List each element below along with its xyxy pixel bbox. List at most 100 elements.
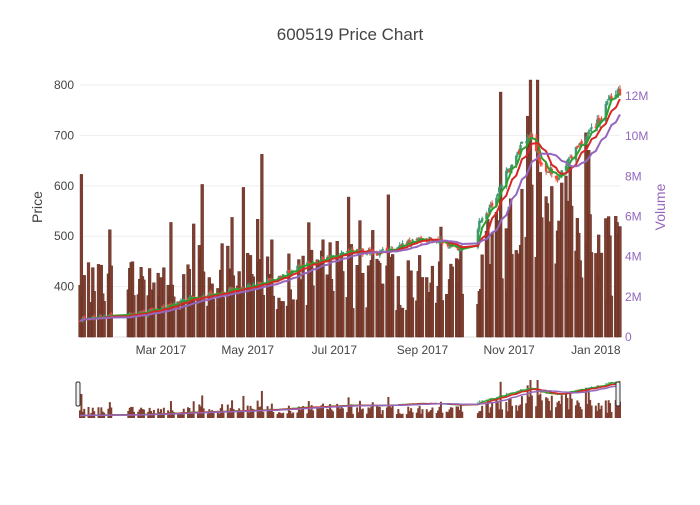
slider-volume-bar xyxy=(349,407,351,418)
candlestick xyxy=(489,201,492,209)
candlestick xyxy=(479,220,482,224)
slider-volume-bar xyxy=(191,411,194,418)
slider-volume-bar xyxy=(100,407,103,418)
volume-bars xyxy=(78,79,622,338)
slider-volume-bar xyxy=(420,413,423,418)
volume-bar xyxy=(221,297,226,338)
slider-volume-bar xyxy=(258,407,261,418)
candlestick xyxy=(500,182,504,188)
slider-volume-bar xyxy=(530,395,533,418)
slider-volume-bar xyxy=(606,412,609,418)
x-tick-label: Sep 2017 xyxy=(397,343,449,357)
candlestick xyxy=(520,141,524,145)
slider-volume-bar xyxy=(476,413,479,418)
slider-volume-bar xyxy=(326,408,329,418)
slider-volume-bar xyxy=(437,410,440,418)
slider-volume-bar xyxy=(360,409,363,418)
candlestick xyxy=(618,85,622,96)
range-slider-left-handle[interactable] xyxy=(75,381,81,407)
slider-volume-bar xyxy=(346,412,349,418)
slider-volume-bar xyxy=(461,411,464,418)
slider-volume-bar xyxy=(449,407,452,418)
candlestick xyxy=(540,162,544,167)
slider-volume-bar xyxy=(377,406,380,418)
volume-bar xyxy=(520,188,524,338)
slider-volume-bar xyxy=(457,406,459,418)
slider-volume-bar xyxy=(289,410,292,418)
slider-volume-bar xyxy=(398,413,401,418)
slider-volume-bar xyxy=(410,408,413,418)
volume-bar xyxy=(251,276,255,338)
slider-volume-bar xyxy=(441,412,444,418)
slider-volume-bar xyxy=(128,407,131,418)
slider-volume-bar xyxy=(491,402,494,418)
y2-tick-label: 0 xyxy=(625,330,632,344)
slider-volume-bar xyxy=(131,406,134,418)
slider-volume-bar xyxy=(269,408,272,418)
candlestick xyxy=(299,262,302,267)
slider-volume-bar xyxy=(88,414,91,418)
candlestick xyxy=(554,175,558,182)
range-slider[interactable] xyxy=(75,380,621,418)
slider-volume-bar xyxy=(336,403,339,418)
volume-bar xyxy=(82,275,86,338)
x-tick-label: May 2017 xyxy=(221,343,274,357)
candlestick xyxy=(525,141,528,145)
volume-bar xyxy=(609,295,614,338)
slider-volume-bar xyxy=(277,412,280,418)
slider-volume-bar xyxy=(526,385,529,418)
ma-slow-line xyxy=(79,113,621,322)
slider-volume-bar xyxy=(177,412,180,418)
slider-volume-bar xyxy=(358,400,361,418)
volume-bar xyxy=(291,299,295,338)
candlestick xyxy=(587,129,590,137)
slider-volume-bar xyxy=(296,412,299,418)
slider-volume-bar xyxy=(172,412,175,418)
slider-volume-bar xyxy=(130,406,133,418)
candlestick xyxy=(586,132,589,140)
slider-volume-bar xyxy=(228,410,231,418)
slider-volume-bar xyxy=(486,400,489,418)
candlestick xyxy=(527,135,531,139)
volume-bar xyxy=(351,308,355,338)
slider-volume-bar xyxy=(566,397,569,418)
slider-volume-bar xyxy=(232,408,235,418)
candlestick xyxy=(162,303,166,309)
slider-volume-bar xyxy=(438,406,441,418)
slider-volume-bar xyxy=(260,390,263,418)
volume-bar xyxy=(560,182,564,338)
slider-volume-bar xyxy=(162,407,165,418)
range-slider-right-handle[interactable] xyxy=(615,381,621,407)
slider-volume-bar xyxy=(501,409,504,418)
slider-volume-bar xyxy=(599,409,602,418)
volume-bar xyxy=(420,277,425,338)
candlestick xyxy=(516,151,519,158)
slider-volume-bar xyxy=(306,413,309,418)
candlestick xyxy=(608,94,612,103)
slider-volume-bar xyxy=(506,411,509,418)
slider-volume-bar xyxy=(549,410,552,418)
slider-volume-bar xyxy=(208,409,211,418)
slider-volume-bar xyxy=(268,410,270,418)
slider-volume-bar xyxy=(609,403,612,418)
slider-volume-bar xyxy=(211,410,214,418)
slider-volume-bar xyxy=(447,412,450,418)
volume-bar xyxy=(540,217,544,338)
volume-bar xyxy=(440,300,444,338)
slider-volume-bar xyxy=(481,405,484,418)
slider-volume-bar xyxy=(415,412,418,418)
slider-volume-bar xyxy=(550,395,553,418)
slider-volume-bar xyxy=(309,409,312,418)
slider-volume-bar xyxy=(565,394,567,418)
volume-bar xyxy=(500,278,504,338)
slider-volume-bar xyxy=(586,404,589,418)
slider-volume-bar xyxy=(250,408,253,418)
slider-volume-bar xyxy=(580,409,583,418)
x-tick-label: Mar 2017 xyxy=(136,343,187,357)
moving-average-lines xyxy=(79,93,621,322)
slider-volume-bar xyxy=(518,405,521,418)
candlestick xyxy=(580,139,583,145)
slider-volume-bar xyxy=(347,397,350,418)
volume-bar xyxy=(321,239,325,338)
slider-volume-bar xyxy=(579,406,582,418)
